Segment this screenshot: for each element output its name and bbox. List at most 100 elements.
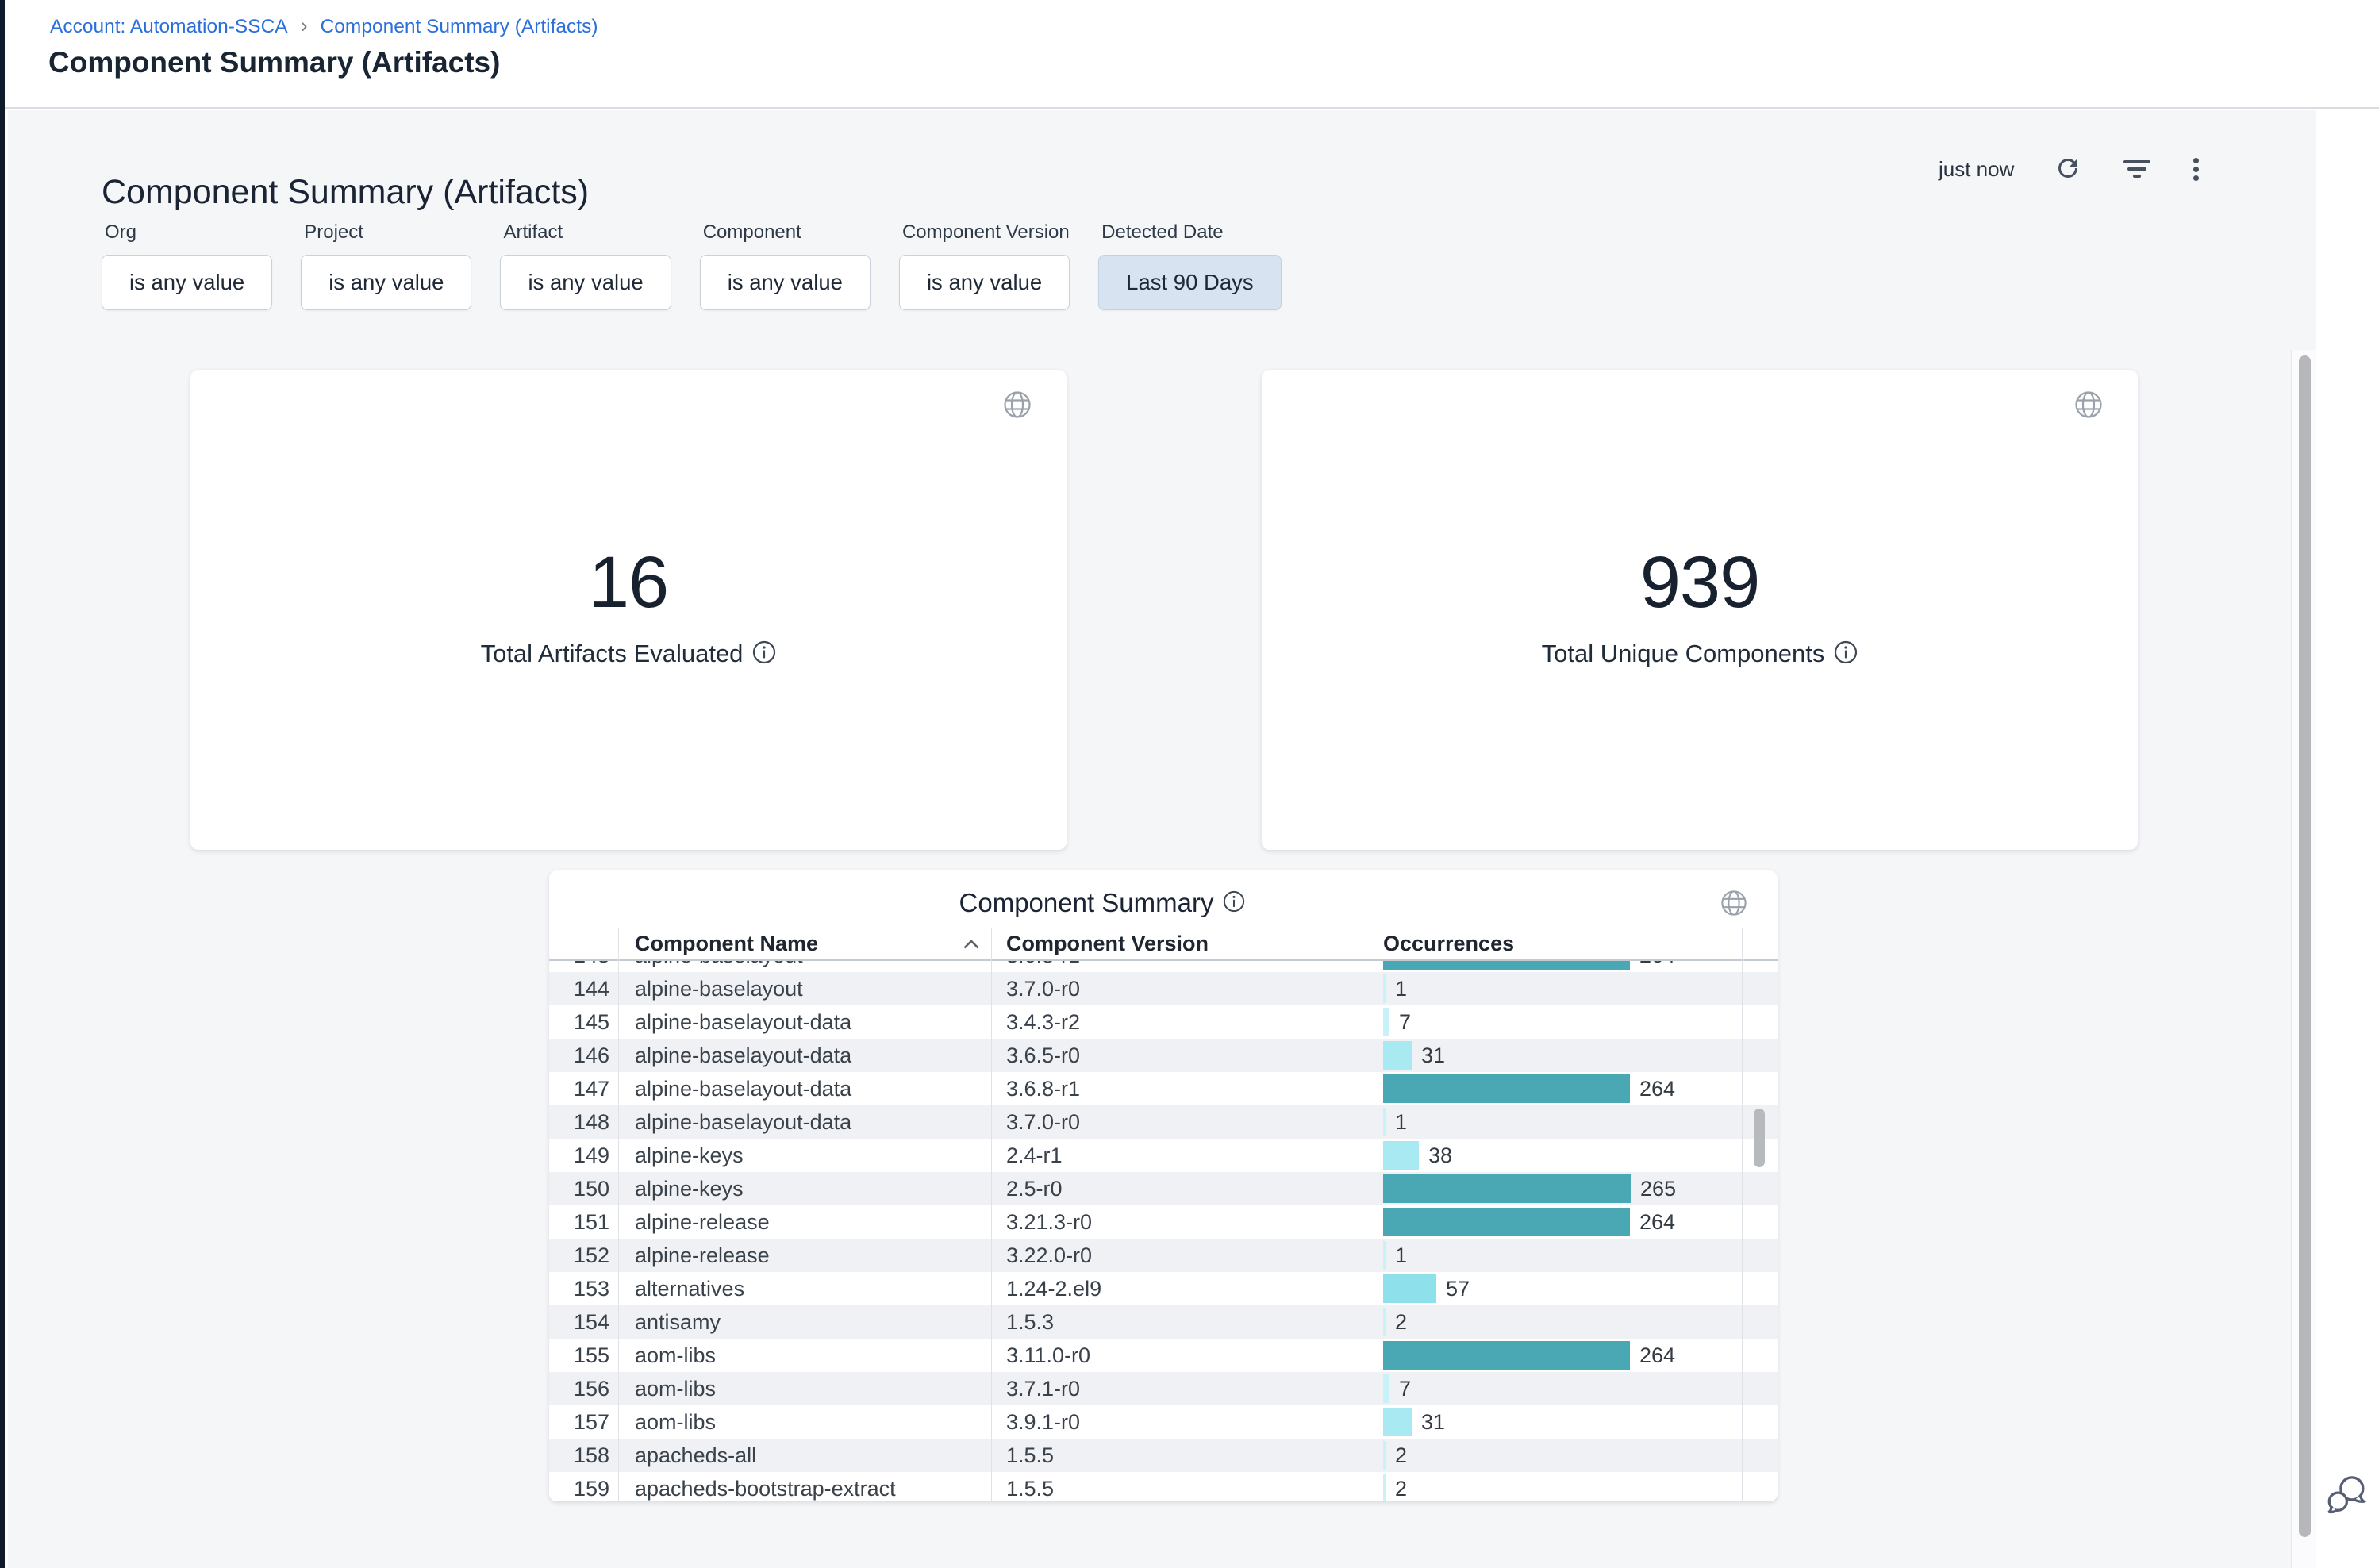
last-refreshed-text: just now [1939, 156, 2015, 181]
row-number-cell: 143 [549, 961, 619, 968]
table-scrollbar-thumb[interactable] [1754, 1109, 1765, 1167]
occurrence-value: 2 [1395, 1476, 1408, 1501]
component-version-cell: 3.4.3-r2 [1006, 1009, 1081, 1034]
dashboard-actions: just now [1939, 152, 2200, 186]
stat-tile-total-artifacts: 16 Total Artifacts Evaluated [190, 370, 1067, 850]
dashboard-more-menu-button[interactable] [2192, 157, 2200, 181]
component-version-cell: 3.22.0-r0 [1006, 1243, 1093, 1267]
occurrence-bar [1383, 1441, 1386, 1470]
component-version-cell: 3.7.1-r0 [1006, 1376, 1081, 1401]
occurrence-bar [1383, 1141, 1419, 1170]
component-name-cell: alpine-keys [635, 1176, 744, 1201]
breadcrumb: Account: Automation-SSCA › Component Sum… [50, 15, 598, 38]
breadcrumb-current-link[interactable]: Component Summary (Artifacts) [320, 16, 598, 37]
row-number-cell: 158 [573, 1443, 609, 1467]
occurrence-value: 264 [1639, 1076, 1676, 1101]
table-row: 151 alpine-release 3.21.3-r0 264 [549, 1205, 1778, 1239]
component-name-cell: antisamy [635, 1309, 721, 1334]
row-number-cell: 154 [573, 1309, 609, 1334]
occurrences-cell: 264 [1370, 1208, 1778, 1236]
table-row: 145 alpine-baselayout-data 3.4.3-r2 7 [549, 1005, 1778, 1039]
column-header-component-name[interactable]: Component Name [619, 932, 992, 956]
component-name-cell: alternatives [635, 1276, 745, 1301]
component-name-cell: alpine-baselayout-data [635, 1076, 852, 1101]
table-title: Component Summary [959, 888, 1214, 917]
info-icon[interactable] [1834, 640, 1858, 668]
refresh-icon [2054, 154, 2082, 185]
occurrence-bar [1383, 1374, 1389, 1403]
row-number-cell: 153 [573, 1276, 609, 1301]
table-body: 143 alpine-baselayout 3.6.8-r1 264 144 a… [549, 961, 1778, 1501]
column-header-occurrences[interactable]: Occurrences [1383, 932, 1515, 955]
filter: Detected Date Last 90 Days [1098, 221, 1282, 310]
stat-value: 939 [1639, 542, 1761, 623]
filter: Org is any value [102, 221, 273, 310]
globe-icon [2074, 390, 2103, 423]
occurrence-bar [1383, 1174, 1631, 1203]
filter-value-chip[interactable]: Last 90 Days [1098, 255, 1282, 310]
kebab-menu-icon [2192, 157, 2200, 181]
component-name-cell: apacheds-bootstrap-extract [635, 1476, 896, 1501]
component-version-cell: 3.21.3-r0 [1006, 1209, 1093, 1234]
component-version-cell: 2.5-r0 [1006, 1176, 1063, 1201]
occurrence-value: 7 [1399, 1376, 1412, 1401]
occurrences-cell: 2 [1370, 1474, 1778, 1501]
occurrences-cell: 264 [1370, 1074, 1778, 1103]
filter-label: Project [304, 221, 363, 243]
table-row: 150 alpine-keys 2.5-r0 265 [549, 1172, 1778, 1205]
filter-value-chip[interactable]: is any value [301, 255, 472, 310]
info-icon[interactable] [1223, 890, 1245, 917]
occurrence-bar [1383, 1208, 1630, 1236]
component-version-cell: 3.6.8-r1 [1006, 1076, 1081, 1101]
filter-value-chip[interactable]: is any value [699, 255, 871, 310]
dashboard-title: Component Summary (Artifacts) [102, 172, 590, 211]
globe-icon [1720, 890, 1747, 920]
component-version-cell: 3.9.1-r0 [1006, 1409, 1081, 1434]
component-name-cell: aom-libs [635, 1343, 717, 1367]
row-number-cell: 152 [573, 1243, 609, 1267]
occurrence-bar [1383, 1408, 1412, 1436]
occurrence-bar [1383, 1074, 1630, 1103]
occurrence-bar [1383, 1308, 1386, 1336]
table-row: 147 alpine-baselayout-data 3.6.8-r1 264 [549, 1072, 1778, 1105]
stat-label: Total Unique Components [1541, 640, 1825, 667]
breadcrumb-account-link[interactable]: Account: Automation-SSCA [50, 16, 288, 37]
occurrence-value: 1 [1395, 1109, 1408, 1134]
component-summary-table-tile: Component Summary Component Name Compone [549, 870, 1778, 1501]
filter: Component Version is any value [898, 221, 1070, 310]
component-version-cell: 2.4-r1 [1006, 1143, 1063, 1167]
row-number-cell: 147 [573, 1076, 609, 1101]
occurrences-cell: 265 [1370, 1174, 1778, 1203]
column-header-component-version[interactable]: Component Version [1006, 932, 1209, 955]
dashboard-scrollbar-thumb[interactable] [2299, 355, 2311, 1537]
occurrences-cell: 1 [1370, 1108, 1778, 1136]
filter-value-chip[interactable]: is any value [898, 255, 1070, 310]
filter-toggle-button[interactable] [2122, 160, 2152, 178]
component-name-cell: alpine-baselayout-data [635, 1043, 852, 1067]
occurrences-cell: 264 [1370, 961, 1778, 970]
info-icon[interactable] [752, 640, 776, 668]
occurrence-bar [1383, 1041, 1412, 1070]
row-number-cell: 151 [573, 1209, 609, 1234]
occurrence-bar [1383, 1274, 1436, 1303]
filter: Artifact is any value [500, 221, 671, 310]
occurrence-bar [1383, 1108, 1386, 1136]
filter-value-chip[interactable]: is any value [500, 255, 671, 310]
component-version-cell: 3.7.0-r0 [1006, 1109, 1081, 1134]
occurrences-cell: 2 [1370, 1441, 1778, 1470]
dashboard-scrollbar-track[interactable] [2291, 350, 2316, 1568]
table-row: 146 alpine-baselayout-data 3.6.5-r0 31 [549, 1039, 1778, 1072]
table-row: 159 apacheds-bootstrap-extract 1.5.5 2 [549, 1472, 1778, 1501]
table-row: 149 alpine-keys 2.4-r1 38 [549, 1139, 1778, 1172]
occurrence-value: 264 [1639, 961, 1675, 968]
filter-value-chip[interactable]: is any value [102, 255, 273, 310]
help-chat-button[interactable] [2325, 1474, 2369, 1516]
occurrences-cell: 264 [1370, 1341, 1778, 1370]
refresh-button[interactable] [2054, 154, 2082, 185]
occurrences-cell: 31 [1370, 1041, 1778, 1070]
row-number-cell: 159 [573, 1476, 609, 1501]
occurrence-value: 264 [1639, 1209, 1676, 1234]
component-name-cell: aom-libs [635, 1409, 717, 1434]
occurrences-cell: 2 [1370, 1308, 1778, 1336]
filter: Project is any value [301, 221, 472, 310]
